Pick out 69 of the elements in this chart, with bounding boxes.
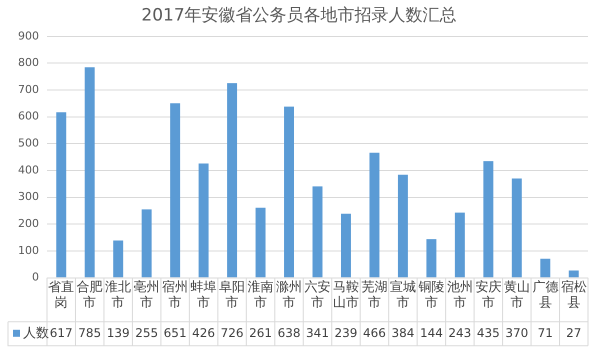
x-tick-label: 滁州市 [276, 280, 302, 311]
data-label: 239 [334, 326, 358, 340]
x-tick-label: 亳州市 [134, 278, 160, 311]
bar [198, 164, 209, 278]
bar [142, 209, 152, 278]
x-tick-label: 淮北市 [105, 280, 132, 311]
x-tick-label: 宿松县 [560, 278, 587, 311]
bar [84, 67, 95, 278]
bar [256, 208, 266, 278]
x-tick-label: 六安市 [304, 278, 330, 311]
data-label: 726 [220, 326, 244, 340]
data-label: 243 [448, 326, 472, 340]
x-tick-label: 广德县 [532, 280, 558, 311]
y-tick-label: 100 [18, 244, 39, 257]
bar [369, 152, 380, 278]
data-label: 651 [164, 326, 187, 340]
y-tick-label: 700 [18, 82, 39, 96]
y-tick-label: 500 [18, 136, 39, 150]
bar [398, 174, 408, 278]
legend-label: 人数 [23, 326, 49, 342]
x-tick-label: 合肥市 [76, 280, 103, 311]
x-tick-label: 安庆市 [475, 278, 502, 311]
x-tick-label: 宿州市 [162, 278, 188, 311]
x-tick-label: 省直岗 [48, 280, 74, 311]
data-label: 139 [106, 326, 130, 340]
x-tick-label: 芜湖市 [361, 280, 388, 311]
x-tick-label: 马鞍山市 [332, 280, 359, 311]
x-tick-label: 宣城市 [390, 278, 416, 311]
bar [454, 212, 465, 278]
y-tick-label: 800 [18, 56, 39, 70]
data-label: 27 [566, 326, 582, 340]
bar [284, 106, 294, 278]
y-tick-label: 900 [18, 29, 39, 42]
chart-title: 2017年安徽省公务员各地市招录人数汇总 [141, 6, 457, 26]
x-tick-label: 阜阳市 [219, 280, 246, 311]
data-label: 144 [420, 326, 443, 340]
y-tick-label: 400 [18, 163, 39, 176]
x-tick-label: 黄山市 [504, 280, 530, 311]
bar [568, 270, 579, 278]
bar [540, 258, 550, 278]
data-label: 426 [192, 326, 216, 340]
y-tick-label: 300 [18, 190, 39, 204]
bar [56, 112, 66, 278]
data-label: 341 [306, 326, 329, 340]
x-tick-label: 蚌埠市 [190, 280, 217, 311]
bar [113, 240, 124, 278]
bar [340, 214, 351, 278]
data-label: 435 [476, 326, 500, 340]
x-tick-label: 铜陵市 [417, 280, 444, 311]
bar [426, 239, 436, 278]
data-label: 617 [50, 326, 73, 340]
bar [312, 186, 322, 278]
data-label: 384 [391, 326, 414, 340]
bar [170, 103, 180, 278]
x-tick-label: 淮南市 [248, 280, 274, 311]
data-label: 370 [505, 326, 528, 340]
data-label: 255 [135, 326, 158, 340]
data-label: 71 [538, 326, 553, 340]
data-label: 638 [278, 326, 300, 340]
x-tick-label: 池州市 [446, 280, 473, 311]
y-tick-label: 200 [18, 217, 39, 230]
data-label: 785 [78, 326, 102, 340]
data-label: 261 [249, 326, 272, 340]
y-tick-label: 0 [32, 270, 39, 284]
y-tick-label: 600 [18, 110, 39, 123]
bar [227, 83, 238, 278]
bar [512, 178, 522, 278]
bar [483, 161, 494, 278]
data-label: 466 [362, 326, 386, 340]
